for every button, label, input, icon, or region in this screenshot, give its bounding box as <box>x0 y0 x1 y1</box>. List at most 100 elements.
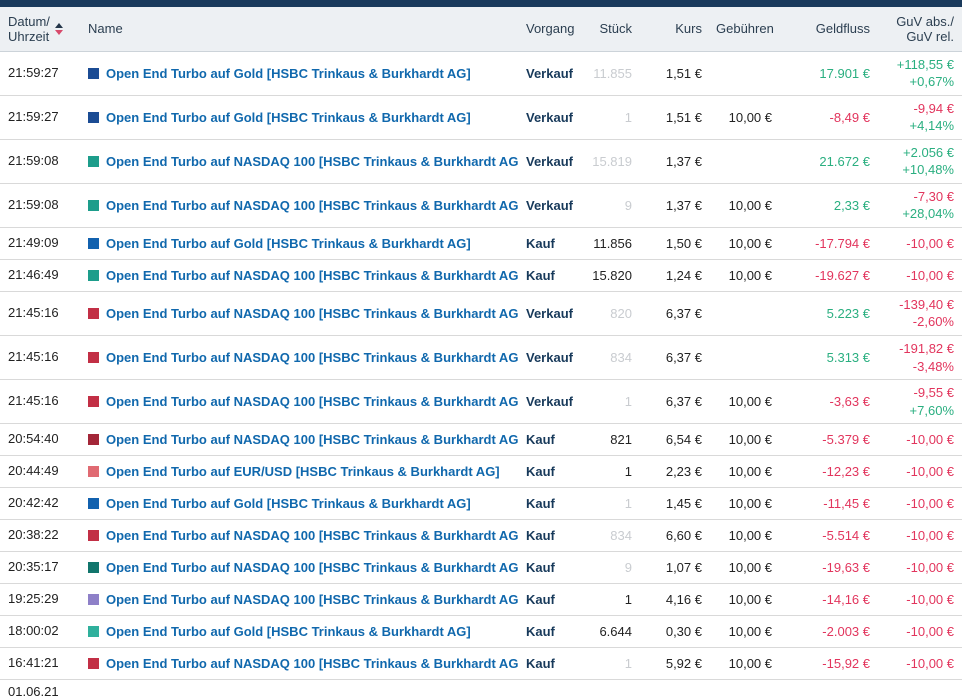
datetime-cell: 21:45:16 <box>0 335 80 381</box>
datetime-cell: 16:41:21 <box>0 647 80 681</box>
top-navy-bar <box>0 0 962 7</box>
kurs-cell: 6,37 € <box>638 379 708 425</box>
gebuehren-cell: 10,00 € <box>708 455 778 489</box>
vorgang-cell: Verkauf <box>518 335 578 381</box>
gebuehren-cell <box>708 139 778 184</box>
geldfluss-cell: -5.514 € <box>778 519 876 553</box>
instrument-link[interactable]: Open End Turbo auf NASDAQ 100 [HSBC Trin… <box>106 394 518 410</box>
kurs-cell: 1,37 € <box>638 139 708 184</box>
datetime-cell: 21:59:08 <box>0 139 80 184</box>
instrument-link[interactable]: Open End Turbo auf Gold [HSBC Trinkaus &… <box>106 109 471 125</box>
instrument-color-icon <box>88 155 99 167</box>
vorgang-cell: Kauf <box>518 455 578 489</box>
datetime-cell: 20:42:42 <box>0 487 80 521</box>
instrument-link[interactable]: Open End Turbo auf NASDAQ 100 [HSBC Trin… <box>106 153 518 169</box>
guv-cell: -191,82 € -3,48% <box>876 335 962 381</box>
kurs-cell: 1,51 € <box>638 95 708 140</box>
geldfluss-cell: -14,16 € <box>778 583 876 617</box>
transaction-row: 21:59:27 Open End Turbo auf Gold [HSBC T… <box>0 51 962 96</box>
geldfluss-cell: -19.627 € <box>778 259 876 292</box>
instrument-color-icon <box>88 626 99 638</box>
gebuehren-cell: 10,00 € <box>708 95 778 140</box>
name-cell: Open End Turbo auf NASDAQ 100 [HSBC Trin… <box>80 423 518 457</box>
instrument-color-icon <box>88 67 99 79</box>
name-cell: Open End Turbo auf Gold [HSBC Trinkaus &… <box>80 227 518 260</box>
instrument-link[interactable]: Open End Turbo auf NASDAQ 100 [HSBC Trin… <box>106 305 518 321</box>
stueck-cell: 9 <box>578 551 638 585</box>
datetime-cell: 18:00:02 <box>0 615 80 649</box>
instrument-link[interactable]: Turbo Optionsschein auf S&P 500 [HSBC Tr… <box>106 694 518 696</box>
vorgang-cell: Kauf <box>518 519 578 553</box>
transaction-row: 21:59:08 Open End Turbo auf NASDAQ 100 [… <box>0 183 962 228</box>
guv-cell: -10,00 € <box>876 583 962 617</box>
name-cell: Open End Turbo auf NASDAQ 100 [HSBC Trin… <box>80 647 518 681</box>
header-guv[interactable]: GuV abs./ GuV rel. <box>876 7 962 52</box>
datetime-cell: 21:59:27 <box>0 51 80 96</box>
geldfluss-cell: -8,49 € <box>778 95 876 140</box>
transaction-row: 18:00:02 Open End Turbo auf Gold [HSBC T… <box>0 615 962 649</box>
stueck-cell: 1 <box>578 379 638 425</box>
header-vorgang[interactable]: Vorgang <box>518 7 578 52</box>
stueck-cell: 15.820 <box>578 259 638 292</box>
transaction-row: 21:45:16 Open End Turbo auf NASDAQ 100 [… <box>0 379 962 425</box>
sort-asc-icon <box>54 22 63 28</box>
instrument-color-icon <box>88 269 99 281</box>
vorgang-cell: Kauf <box>518 679 578 696</box>
kurs-cell: 6,37 € <box>638 291 708 336</box>
instrument-link[interactable]: Open End Turbo auf NASDAQ 100 [HSBC Trin… <box>106 560 518 576</box>
sort-arrows-icon[interactable] <box>54 22 63 35</box>
vorgang-cell: Verkauf <box>518 139 578 184</box>
geldfluss-cell: -15,92 € <box>778 647 876 681</box>
table-header-row: Datum/ Uhrzeit Name Vorgang Stück Kurs G… <box>0 7 962 52</box>
instrument-link[interactable]: Open End Turbo auf Gold [HSBC Trinkaus &… <box>106 65 471 81</box>
stueck-cell: 1 <box>578 679 638 696</box>
instrument-link[interactable]: Open End Turbo auf NASDAQ 100 [HSBC Trin… <box>106 656 518 672</box>
header-stueck[interactable]: Stück <box>578 7 638 52</box>
name-cell: Open End Turbo auf NASDAQ 100 [HSBC Trin… <box>80 291 518 336</box>
instrument-link[interactable]: Open End Turbo auf NASDAQ 100 [HSBC Trin… <box>106 267 518 283</box>
stueck-cell: 6.644 <box>578 615 638 649</box>
instrument-link[interactable]: Open End Turbo auf NASDAQ 100 [HSBC Trin… <box>106 432 518 448</box>
stueck-cell: 1 <box>578 95 638 140</box>
instrument-color-icon <box>88 111 99 123</box>
instrument-color-icon <box>88 352 99 364</box>
instrument-link[interactable]: Open End Turbo auf NASDAQ 100 [HSBC Trin… <box>106 197 518 213</box>
gebuehren-cell: 10,00 € <box>708 519 778 553</box>
name-cell: Open End Turbo auf NASDAQ 100 [HSBC Trin… <box>80 551 518 585</box>
guv-cell: -10,00 € <box>876 647 962 681</box>
instrument-link[interactable]: Open End Turbo auf NASDAQ 100 [HSBC Trin… <box>106 592 518 608</box>
name-cell: Open End Turbo auf Gold [HSBC Trinkaus &… <box>80 615 518 649</box>
guv-cell: -10,00 € <box>876 551 962 585</box>
transaction-row: 20:42:42 Open End Turbo auf Gold [HSBC T… <box>0 487 962 521</box>
instrument-link[interactable]: Open End Turbo auf Gold [HSBC Trinkaus &… <box>106 624 471 640</box>
instrument-link[interactable]: Open End Turbo auf Gold [HSBC Trinkaus &… <box>106 235 471 251</box>
name-cell: Open End Turbo auf NASDAQ 100 [HSBC Trin… <box>80 183 518 228</box>
datetime-cell: 20:54:40 <box>0 423 80 457</box>
geldfluss-cell: 5.313 € <box>778 335 876 381</box>
name-cell: Open End Turbo auf NASDAQ 100 [HSBC Trin… <box>80 335 518 381</box>
transaction-row: 21:45:16 Open End Turbo auf NASDAQ 100 [… <box>0 291 962 336</box>
geldfluss-cell: 17.901 € <box>778 51 876 96</box>
instrument-link[interactable]: Open End Turbo auf NASDAQ 100 [HSBC Trin… <box>106 350 518 366</box>
instrument-color-icon <box>88 498 99 510</box>
geldfluss-cell: -17.794 € <box>778 227 876 260</box>
header-datum-uhrzeit[interactable]: Datum/ Uhrzeit <box>0 7 80 52</box>
header-kurs[interactable]: Kurs <box>638 7 708 52</box>
stueck-cell: 11.856 <box>578 227 638 260</box>
transaction-row: 20:35:17 Open End Turbo auf NASDAQ 100 [… <box>0 551 962 585</box>
transaction-row: 20:54:40 Open End Turbo auf NASDAQ 100 [… <box>0 423 962 457</box>
kurs-cell: 1,37 € <box>638 183 708 228</box>
instrument-link[interactable]: Open End Turbo auf NASDAQ 100 [HSBC Trin… <box>106 528 518 544</box>
geldfluss-cell: -11,45 € <box>778 487 876 521</box>
instrument-link[interactable]: Open End Turbo auf EUR/USD [HSBC Trinkau… <box>106 464 500 480</box>
stueck-cell: 834 <box>578 519 638 553</box>
vorgang-cell: Verkauf <box>518 379 578 425</box>
gebuehren-cell <box>708 51 778 96</box>
stueck-cell: 11.855 <box>578 51 638 96</box>
header-gebuehren[interactable]: Gebühren <box>708 7 778 52</box>
vorgang-cell: Kauf <box>518 647 578 681</box>
header-geldfluss[interactable]: Geldfluss <box>778 7 876 52</box>
name-cell: Open End Turbo auf NASDAQ 100 [HSBC Trin… <box>80 379 518 425</box>
header-name[interactable]: Name <box>80 7 518 52</box>
instrument-link[interactable]: Open End Turbo auf Gold [HSBC Trinkaus &… <box>106 496 471 512</box>
